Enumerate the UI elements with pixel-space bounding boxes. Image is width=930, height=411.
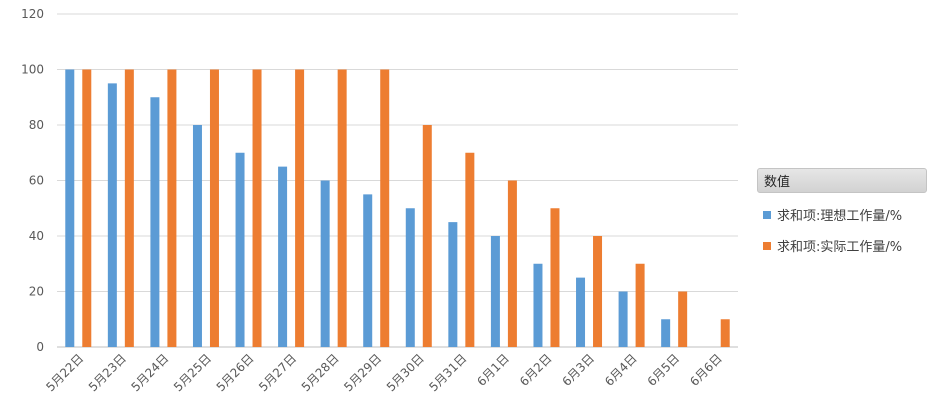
bar-actual [593,236,603,347]
bar-ideal [320,180,330,347]
bar-ideal [150,97,160,347]
x-tick-label: 5月27日 [256,351,299,394]
bar-ideal [363,194,373,347]
x-tick-label: 6月3日 [559,351,597,389]
bar-ideal [65,69,75,347]
y-axis-tick-labels: 0 20 40 60 80 100 120 [21,7,44,354]
bar-actual [678,291,688,347]
bar-actual [465,152,475,347]
bar-ideal [533,263,543,347]
bar-actual [422,125,432,347]
legend: 数值 求和项:理想工作量/% 求和项:实际工作量/% [757,168,927,255]
bar-actual [720,319,730,347]
bar-actual [380,69,390,347]
bar-actual [635,263,645,347]
x-tick-label: 6月6日 [687,351,725,389]
x-tick-label: 6月1日 [474,351,512,389]
bar-ideal [405,208,415,347]
bar-actual [550,208,560,347]
y-tick-label: 40 [29,229,44,243]
x-tick-label: 6月2日 [517,351,555,389]
bar-actual [295,69,305,347]
y-tick-label: 20 [29,285,44,299]
x-tick-label: 5月24日 [128,351,171,394]
y-tick-label: 80 [29,118,44,132]
bar-actual [124,69,134,347]
bar-ideal [192,125,202,347]
bar-ideal [448,222,458,347]
bar-ideal [278,166,288,347]
bars [65,69,730,347]
x-tick-label: 5月30日 [384,351,427,394]
legend-title[interactable]: 数值 [757,168,927,193]
legend-label-ideal: 求和项:理想工作量/% [777,209,903,224]
legend-label-actual: 求和项:实际工作量/% [777,240,903,255]
x-tick-label: 5月25日 [171,351,214,394]
x-axis-tick-labels: 5月22日 5月23日 5月24日 5月25日 5月26日 5月27日 5月28日 5月29日… [43,351,725,394]
bar-actual [209,69,219,347]
y-tick-label: 100 [21,63,44,77]
bar-actual [82,69,92,347]
y-tick-label: 60 [29,174,44,188]
x-tick-label: 5月23日 [86,351,129,394]
bar-actual [167,69,177,347]
bar-actual [337,69,347,347]
x-tick-label: 5月29日 [341,351,384,394]
bar-ideal [490,236,500,347]
bar-ideal [576,277,586,347]
bar-ideal [661,319,671,347]
bar-actual [507,180,517,347]
x-tick-label: 5月22日 [43,351,86,394]
y-tick-label: 120 [21,7,44,21]
x-tick-label: 5月26日 [214,351,257,394]
y-tick-label: 0 [36,340,44,354]
legend-item-actual: 求和项:实际工作量/% [757,236,927,255]
bar-ideal [107,83,117,347]
x-tick-label: 6月4日 [602,351,640,389]
x-tick-label: 6月5日 [645,351,683,389]
bar-ideal [618,291,628,347]
bar-chart: 0 20 40 60 80 100 120 5月22日 5月23日 5月24日 5月25日 5月26… [21,7,738,394]
legend-swatch-actual [763,241,771,250]
x-tick-label: 5月31日 [426,351,469,394]
bar-ideal [235,152,245,347]
legend-swatch-ideal [763,210,771,219]
legend-item-ideal: 求和项:理想工作量/% [757,205,927,224]
x-tick-label: 5月28日 [299,351,342,394]
bar-actual [252,69,262,347]
